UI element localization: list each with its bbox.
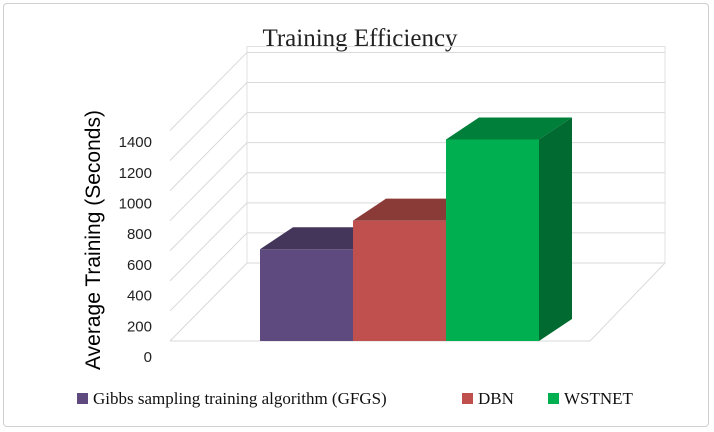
chart-title: Training Efficiency	[262, 25, 458, 52]
legend: Gibbs sampling training algorithm (GFGS)…	[77, 389, 634, 408]
legend-swatch	[548, 393, 559, 404]
legend-label: WSTNET	[564, 389, 634, 408]
chart-frame	[3, 3, 709, 427]
y-tick-label: 0	[144, 349, 152, 366]
y-tick-label: 400	[127, 288, 152, 305]
y-tick-label: 1000	[119, 196, 152, 213]
y-tick-label: 600	[127, 257, 152, 274]
y-tick-label: 200	[127, 318, 152, 335]
y-tick-label: 1400	[119, 134, 152, 151]
y-tick-label: 1200	[119, 165, 152, 182]
bar-top	[446, 117, 572, 140]
legend-label: Gibbs sampling training algorithm (GFGS)	[93, 389, 387, 408]
gridline	[169, 51, 665, 131]
y-tick-label: 800	[127, 226, 152, 243]
bar-front	[353, 220, 446, 341]
bar-3	[446, 117, 572, 342]
bar-front	[260, 249, 353, 341]
gridline	[169, 112, 665, 191]
bar-front	[446, 139, 539, 341]
y-tick-labels: 0 200 400 600 800 1000 1200 1400	[119, 134, 152, 366]
gridline	[169, 82, 665, 161]
y-axis-label: Average Training (Seconds)	[82, 110, 105, 370]
legend-swatch	[462, 393, 473, 404]
bars	[260, 117, 572, 342]
legend-label: DBN	[478, 389, 514, 408]
legend-swatch	[77, 393, 88, 404]
bar-side	[539, 117, 572, 342]
